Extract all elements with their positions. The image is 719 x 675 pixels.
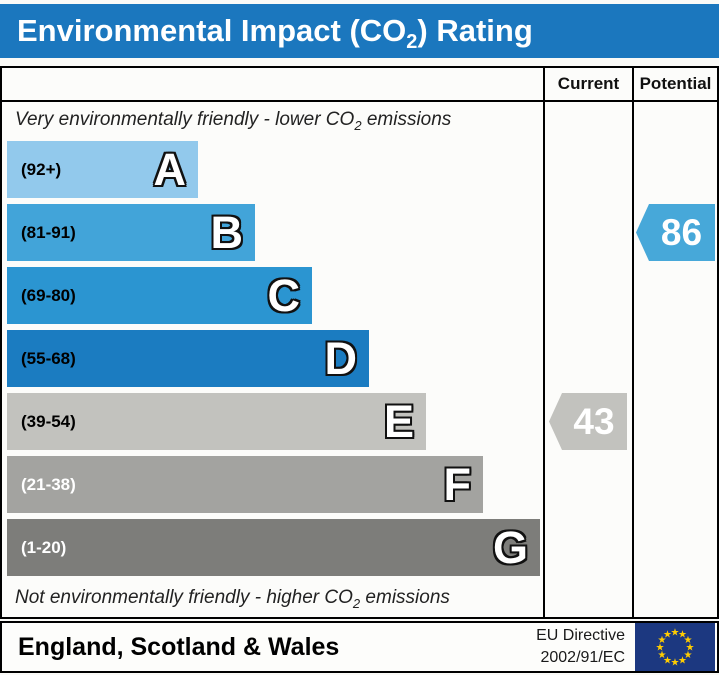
page-title: Environmental Impact (CO2) Rating [17,13,533,54]
band-row-c: (69-80) C [2,264,543,327]
band-range-c: (69-80) [21,285,76,305]
svg-text:★: ★ [671,628,680,639]
band-row-d: (55-68) D [2,327,543,390]
svg-text:★: ★ [686,643,695,654]
footer-region-label: England, Scotland & Wales [18,632,340,661]
band-row-a: (92+) A [2,138,543,201]
band-letter-e: E [383,396,414,447]
band-range-f: (21-38) [21,474,76,494]
svg-text:★: ★ [684,650,693,661]
footer: England, Scotland & Wales EU Directive 2… [0,621,719,673]
svg-text:★: ★ [658,650,667,661]
eu-flag-icon: ★★★★★★★★★★★★ [635,623,715,671]
svg-text:★: ★ [678,630,687,641]
bands-column: Very environmentally friendly - lower CO… [2,102,543,617]
column-header-current: Current [543,68,632,102]
eu-directive-label: EU Directive 2002/91/EC [536,627,625,666]
svg-text:★: ★ [671,658,680,669]
svg-text:★: ★ [663,630,672,641]
band-row-e: (39-54) E [2,390,543,453]
band-bar-b: (81-91) B [7,204,255,261]
current-rating-value: 43 [573,400,615,442]
potential-rating-marker: 86 [636,204,715,261]
band-range-d: (55-68) [21,348,76,368]
band-bar-a: (92+) A [7,141,198,198]
top-note: Very environmentally friendly - lower CO… [15,109,452,133]
band-range-e: (39-54) [21,411,76,431]
band-letter-a: A [153,144,187,195]
svg-text:★: ★ [663,656,672,667]
title-bar: Environmental Impact (CO2) Rating [0,4,719,58]
svg-text:★: ★ [656,643,665,654]
band-bar-c: (69-80) C [7,267,312,324]
band-row-b: (81-91) B [2,201,543,264]
band-range-b: (81-91) [21,222,76,242]
band-bar-e: (39-54) E [7,393,426,450]
svg-text:★: ★ [658,635,667,646]
band-letter-g: G [492,522,528,573]
column-header-potential: Potential [632,68,717,102]
band-letter-d: D [324,333,358,384]
band-bar-d: (55-68) D [7,330,369,387]
band-letter-b: B [210,207,244,258]
band-row-g: (1-20) G [2,516,543,579]
band-letter-f: F [443,459,472,510]
epc-rating-table: Current Potential Very environmentally f… [0,66,719,619]
bottom-note: Not environmentally friendly - higher CO… [15,587,450,611]
band-range-g: (1-20) [21,537,67,557]
band-bar-g: (1-20) G [7,519,540,576]
svg-text:★: ★ [684,635,693,646]
band-letter-c: C [267,270,301,321]
potential-rating-value: 86 [660,211,703,253]
band-range-a: (92+) [21,159,62,179]
band-row-f: (21-38) F [2,453,543,516]
current-rating-marker: 43 [549,393,627,450]
current-column: 43 [543,102,632,617]
header-spacer [2,68,543,102]
svg-text:★: ★ [678,656,687,667]
potential-column: 86 [632,102,717,617]
band-bar-f: (21-38) F [7,456,483,513]
